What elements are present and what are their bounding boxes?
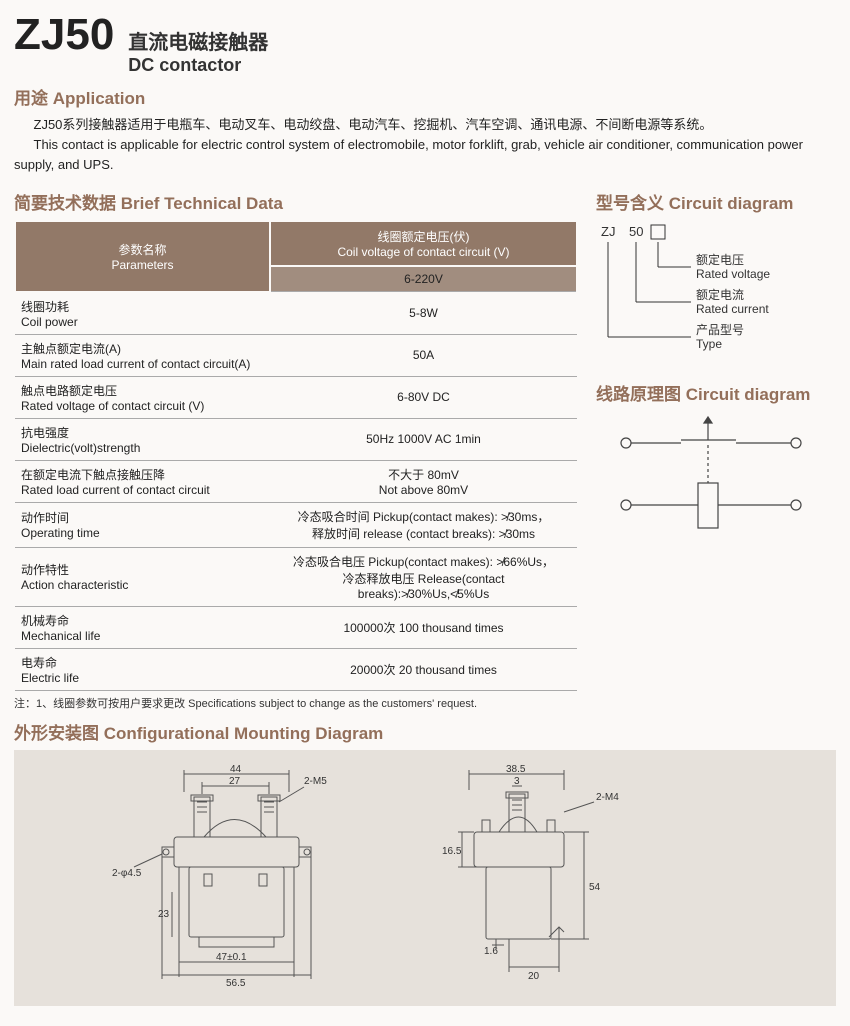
svg-text:额定电流: 额定电流 bbox=[696, 287, 744, 302]
table-row: 主触点额定电流(A)Main rated load current of con… bbox=[15, 334, 577, 376]
svg-text:47±0.1: 47±0.1 bbox=[216, 952, 247, 963]
svg-text:2-φ4.5: 2-φ4.5 bbox=[112, 868, 142, 879]
param-cell: 在额定电流下触点接触压降Rated load current of contac… bbox=[15, 460, 270, 502]
param-cell: 主触点额定电流(A)Main rated load current of con… bbox=[15, 334, 270, 376]
value-cell: 冷态吸合电压 Pickup(contact makes): ≯66%Us，冷态释… bbox=[270, 547, 577, 606]
app-text-cn: ZJ50系列接触器适用于电瓶车、电动叉车、电动绞盘、电动汽车、挖掘机、汽车空调、… bbox=[14, 115, 836, 135]
svg-text:Rated voltage: Rated voltage bbox=[696, 267, 770, 281]
param-cell: 线圈功耗Coil power bbox=[15, 292, 270, 335]
param-cell: 动作特性Action characteristic bbox=[15, 547, 270, 606]
tech-note: 注：1、线圈参数可按用户要求更改 Specifications subject … bbox=[14, 695, 578, 711]
table-row: 动作时间Operating time冷态吸合时间 Pickup(contact … bbox=[15, 502, 577, 547]
table-row: 动作特性Action characteristic冷态吸合电压 Pickup(c… bbox=[15, 547, 577, 606]
value-cell: 50Hz 1000V AC 1min bbox=[270, 418, 577, 460]
model-meaning-diagram: ZJ 50 额定电压 Rated voltage 额定电流 Rated curr… bbox=[596, 222, 836, 372]
svg-text:Type: Type bbox=[696, 337, 722, 351]
svg-text:2-M4: 2-M4 bbox=[596, 792, 619, 803]
svg-text:16.5: 16.5 bbox=[442, 846, 462, 857]
svg-text:Rated current: Rated current bbox=[696, 302, 769, 316]
param-cell: 抗电强度Dielectric(volt)strength bbox=[15, 418, 270, 460]
svg-text:54: 54 bbox=[589, 882, 601, 893]
voltage-range: 6-220V bbox=[270, 266, 577, 292]
header: ZJ50 直流电磁接触器 DC contactor bbox=[14, 10, 836, 76]
table-row: 线圈功耗Coil power5-8W bbox=[15, 292, 577, 335]
value-cell: 50A bbox=[270, 334, 577, 376]
table-row: 电寿命Electric life20000次 20 thousand times bbox=[15, 648, 577, 690]
title-cn: 直流电磁接触器 bbox=[128, 26, 268, 55]
value-cell: 5-8W bbox=[270, 292, 577, 335]
mounting-diagram: 44 27 2-M5 2-φ4. bbox=[14, 750, 836, 1006]
side-view: 38.5 3 2-M4 54 bbox=[414, 762, 654, 992]
front-view: 44 27 2-M5 2-φ4. bbox=[104, 762, 364, 992]
svg-text:产品型号: 产品型号 bbox=[696, 323, 744, 337]
svg-text:2-M5: 2-M5 bbox=[304, 776, 327, 787]
value-cell: 冷态吸合时间 Pickup(contact makes): ≯30ms，释放时间… bbox=[270, 502, 577, 547]
param-cell: 触点电路额定电压Rated voltage of contact circuit… bbox=[15, 376, 270, 418]
tech-table: 参数名称 Parameters 线圈额定电压(伏) Coil voltage o… bbox=[14, 220, 578, 691]
col-voltage: 线圈额定电压(伏) Coil voltage of contact circui… bbox=[270, 221, 577, 266]
model-code: ZJ50 bbox=[14, 10, 114, 60]
param-cell: 动作时间Operating time bbox=[15, 502, 270, 547]
table-row: 在额定电流下触点接触压降Rated load current of contac… bbox=[15, 460, 577, 502]
value-cell: 6-80V DC bbox=[270, 376, 577, 418]
svg-text:20: 20 bbox=[528, 971, 540, 982]
table-row: 抗电强度Dielectric(volt)strength50Hz 1000V A… bbox=[15, 418, 577, 460]
svg-text:44: 44 bbox=[230, 764, 242, 775]
svg-text:50: 50 bbox=[629, 224, 643, 239]
svg-text:27: 27 bbox=[229, 776, 241, 787]
svg-text:23: 23 bbox=[158, 909, 170, 920]
circuit-heading: 线路原理图 Circuit diagram bbox=[596, 380, 836, 405]
title-en: DC contactor bbox=[128, 55, 268, 76]
model-meaning-heading: 型号含义 Circuit diagram bbox=[596, 189, 836, 214]
value-cell: 100000次 100 thousand times bbox=[270, 606, 577, 648]
application-text: ZJ50系列接触器适用于电瓶车、电动叉车、电动绞盘、电动汽车、挖掘机、汽车空调、… bbox=[14, 115, 836, 175]
tech-heading: 简要技术数据 Brief Technical Data bbox=[14, 189, 578, 214]
param-cell: 电寿命Electric life bbox=[15, 648, 270, 690]
application-heading: 用途 Application bbox=[14, 84, 836, 109]
svg-text:3: 3 bbox=[514, 776, 520, 787]
svg-text:56.5: 56.5 bbox=[226, 978, 246, 989]
value-cell: 不大于 80mVNot above 80mV bbox=[270, 460, 577, 502]
title-block: 直流电磁接触器 DC contactor bbox=[128, 26, 268, 76]
mounting-heading: 外形安装图 Configurational Mounting Diagram bbox=[14, 719, 836, 744]
svg-text:额定电压: 额定电压 bbox=[696, 252, 744, 267]
svg-text:38.5: 38.5 bbox=[506, 764, 526, 775]
app-text-en: This contact is applicable for electric … bbox=[14, 135, 836, 175]
table-row: 机械寿命Mechanical life100000次 100 thousand … bbox=[15, 606, 577, 648]
svg-text:ZJ: ZJ bbox=[601, 224, 615, 239]
circuit-diagram bbox=[596, 413, 836, 548]
param-cell: 机械寿命Mechanical life bbox=[15, 606, 270, 648]
value-cell: 20000次 20 thousand times bbox=[270, 648, 577, 690]
table-row: 触点电路额定电压Rated voltage of contact circuit… bbox=[15, 376, 577, 418]
col-parameters: 参数名称 Parameters bbox=[15, 221, 270, 292]
